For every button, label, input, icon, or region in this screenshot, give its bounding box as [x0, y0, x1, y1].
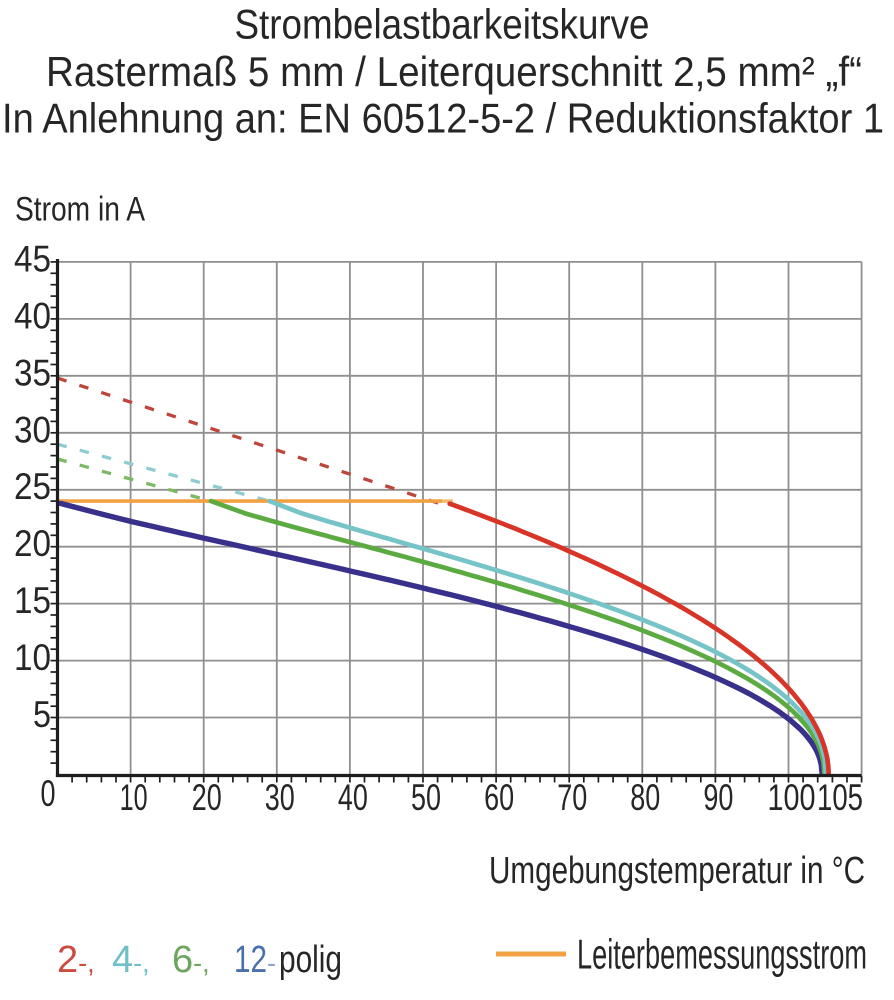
svg-text:Rastermaß 5 mm / Leiterquersch: Rastermaß 5 mm / Leiterquerschnitt 2,5 m…: [46, 48, 862, 95]
svg-text:15: 15: [14, 580, 51, 621]
svg-text:90: 90: [703, 777, 733, 818]
svg-text:50: 50: [411, 777, 441, 818]
svg-text:80: 80: [630, 777, 660, 818]
svg-text:12: 12: [234, 939, 267, 981]
svg-text:Leiterbemessungsstrom: Leiterbemessungsstrom: [577, 931, 867, 978]
svg-text:Strom in A: Strom in A: [15, 191, 145, 229]
svg-text:100: 100: [768, 777, 816, 818]
svg-text:5: 5: [33, 694, 51, 735]
svg-text:polig: polig: [279, 939, 342, 981]
svg-text:In Anlehnung an: EN 60512-5-2: In Anlehnung an: EN 60512-5-2 / Reduktio…: [2, 95, 884, 142]
svg-text:-: -: [267, 948, 276, 978]
svg-text:45: 45: [14, 238, 51, 279]
svg-text:40: 40: [14, 295, 51, 336]
svg-text:0: 0: [41, 773, 56, 814]
svg-text:25: 25: [14, 466, 51, 507]
svg-text:20: 20: [14, 523, 51, 564]
svg-text:10: 10: [120, 777, 148, 818]
svg-text:35: 35: [14, 352, 51, 393]
svg-text:Strombelastbarkeitskurve: Strombelastbarkeitskurve: [235, 1, 650, 48]
svg-text:Umgebungstemperatur in °C: Umgebungstemperatur in °C: [489, 850, 865, 892]
svg-text:60: 60: [484, 777, 514, 818]
svg-text:30: 30: [14, 409, 51, 450]
svg-text:20: 20: [192, 777, 222, 818]
svg-text:10: 10: [14, 637, 51, 678]
svg-text:105: 105: [817, 777, 863, 818]
svg-text:40: 40: [338, 777, 368, 818]
svg-text:6-,: 6-,: [172, 939, 210, 981]
svg-text:30: 30: [265, 777, 295, 818]
svg-text:70: 70: [557, 777, 587, 818]
